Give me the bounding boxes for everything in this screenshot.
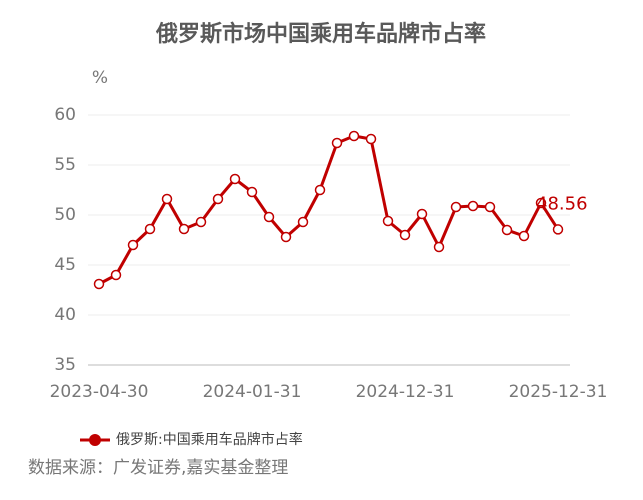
marker — [399, 229, 411, 241]
marker — [467, 200, 479, 212]
marker — [518, 230, 530, 242]
marker — [263, 211, 275, 223]
marker — [484, 201, 496, 213]
marker — [297, 216, 309, 228]
data-label: 48.56 — [536, 193, 588, 214]
marker — [314, 184, 326, 196]
marker — [450, 201, 462, 213]
line — [98, 134, 560, 286]
y-tick-label: 45 — [54, 255, 76, 275]
marker — [416, 208, 428, 220]
marker — [433, 241, 445, 253]
x-tick-label: 2025-12-31 — [509, 382, 608, 402]
y-tick-label: 55 — [54, 155, 76, 175]
marker — [280, 231, 292, 243]
marker — [144, 223, 156, 235]
marker — [535, 197, 547, 209]
marker — [195, 216, 207, 228]
legend-marker — [89, 434, 101, 446]
chart-title: 俄罗斯市场中国乘用车品牌市占率 — [155, 21, 486, 47]
y-tick-label: 60 — [54, 105, 76, 125]
marker — [229, 173, 241, 185]
legend-label: 俄罗斯:中国乘用车品牌市占率 — [116, 431, 303, 448]
x-tick-label: 2024-01-31 — [203, 382, 302, 402]
marker — [382, 215, 394, 227]
marker — [110, 269, 122, 281]
marker — [212, 193, 224, 205]
y-tick-label: 35 — [54, 355, 76, 375]
marker — [365, 133, 377, 145]
x-tick-label: 2023-04-30 — [50, 382, 149, 402]
y-tick-label: 40 — [54, 305, 76, 325]
marker — [331, 137, 343, 149]
marker — [127, 239, 139, 251]
source-note: 数据来源：广发证券,嘉实基金整理 — [28, 458, 288, 478]
marker — [501, 224, 513, 236]
marker — [178, 223, 190, 235]
x-tick-label: 2024-12-31 — [356, 382, 455, 402]
marker — [348, 130, 360, 142]
y-tick-label: 50 — [54, 205, 76, 225]
marker — [246, 186, 258, 198]
marker — [552, 224, 564, 235]
marker — [93, 278, 105, 290]
marker — [161, 193, 173, 205]
y-unit: % — [92, 68, 108, 88]
